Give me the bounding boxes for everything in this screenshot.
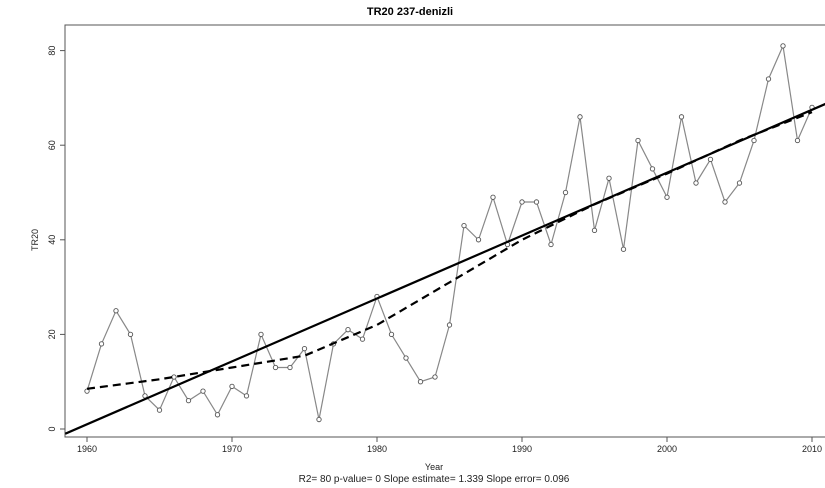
data-point — [214, 412, 221, 418]
data-point — [591, 227, 598, 233]
data-point — [229, 383, 235, 390]
y-tick-label: 0 — [47, 426, 57, 431]
x-tick-label: 1960 — [77, 444, 97, 454]
data-point — [156, 407, 163, 413]
data-point — [185, 397, 192, 404]
data-point — [113, 308, 119, 314]
data-point — [417, 379, 424, 385]
x-tick-label: 2000 — [657, 444, 677, 454]
x-tick-label: 1990 — [512, 444, 532, 454]
data-point — [98, 341, 105, 347]
data-point — [171, 374, 177, 380]
chart-subtitle: R2= 80 p-value= 0 Slope estimate= 1.339 … — [299, 474, 570, 485]
data-point — [287, 364, 293, 371]
data-point — [707, 156, 714, 163]
data-point — [606, 175, 612, 181]
x-tick-label: 1970 — [222, 444, 242, 454]
plot-series-group — [65, 43, 825, 435]
data-point — [84, 388, 90, 394]
data-point — [200, 388, 206, 394]
data-point — [664, 194, 670, 200]
y-tick-label: 40 — [47, 235, 57, 245]
y-tick-label: 80 — [47, 46, 57, 56]
plot-area: 1960 1970 1980 1990 2000 2010 0 20 40 60 80 — [47, 24, 825, 454]
series-line-smooth-trend — [86, 111, 813, 390]
data-point — [403, 355, 409, 361]
plot-frame — [64, 24, 825, 438]
data-point — [649, 166, 656, 172]
chart-title: TR20 237-denizli — [367, 6, 453, 18]
data-point — [490, 194, 496, 200]
data-point — [678, 114, 685, 120]
x-axis-label: Year — [425, 462, 443, 472]
data-point — [780, 43, 786, 49]
data-point — [359, 336, 366, 342]
data-point — [577, 114, 583, 120]
data-point — [548, 241, 554, 248]
data-point — [533, 199, 540, 205]
data-point — [722, 199, 728, 205]
data-point — [301, 345, 308, 352]
data-point — [751, 137, 757, 144]
data-point — [461, 222, 467, 229]
data-point — [272, 364, 279, 371]
data-point — [388, 331, 395, 338]
data-point — [519, 199, 525, 205]
data-point — [258, 331, 264, 338]
x-tick-label: 1980 — [367, 444, 387, 454]
data-point — [432, 374, 438, 380]
data-point — [562, 189, 569, 196]
series-line-observed — [86, 43, 813, 420]
data-point — [243, 393, 250, 399]
data-point — [693, 180, 699, 186]
data-point — [765, 76, 772, 82]
y-tick-label: 60 — [47, 140, 57, 150]
data-point — [736, 180, 743, 186]
data-point — [127, 331, 134, 338]
series-line-regression — [65, 102, 825, 435]
y-tick-label: 20 — [47, 329, 57, 339]
data-point — [475, 237, 482, 243]
x-tick-label: 2010 — [802, 444, 822, 454]
data-point — [316, 416, 322, 423]
y-axis-label: TR20 — [30, 229, 40, 251]
data-point — [345, 327, 351, 333]
data-point — [620, 246, 627, 252]
data-point — [635, 137, 641, 144]
data-point — [446, 322, 453, 328]
data-point — [794, 137, 801, 144]
